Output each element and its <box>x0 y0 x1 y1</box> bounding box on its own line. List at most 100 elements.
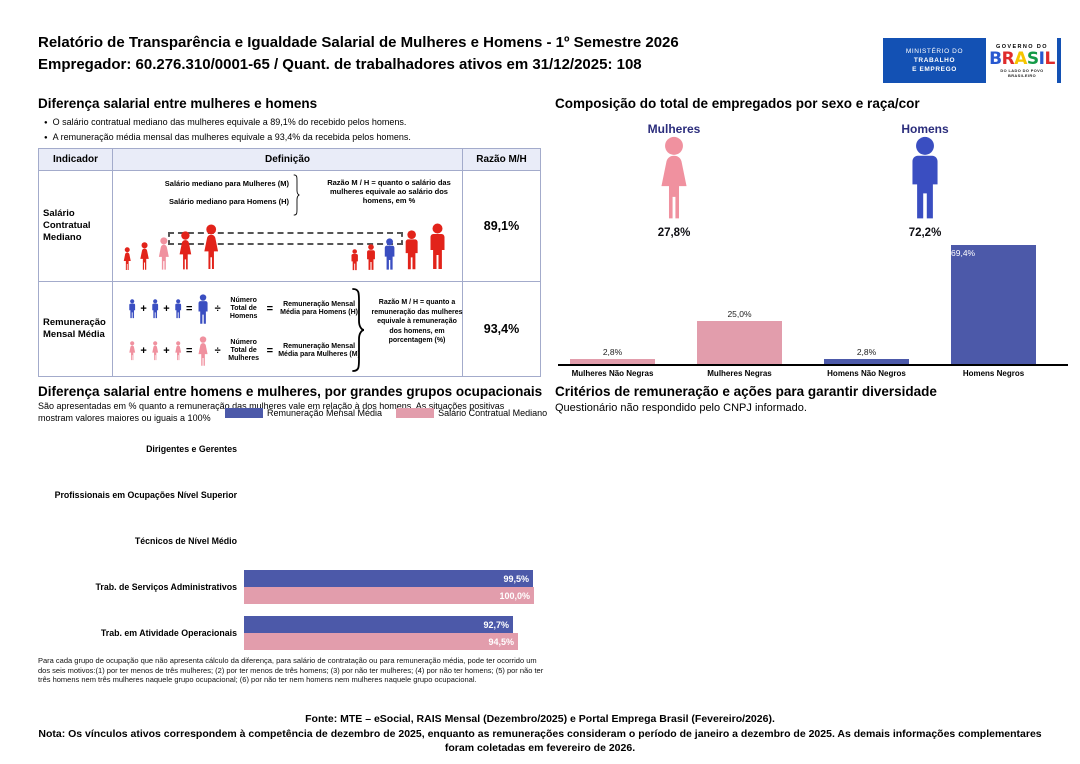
bar-slot: 25,0% <box>697 309 782 364</box>
operator: = <box>186 303 193 315</box>
bar: 92,7% <box>244 616 513 633</box>
legend-label-median: Salário Contratual Mediano <box>438 408 548 418</box>
bar-value-label: 94,5% <box>488 636 514 647</box>
woman-icon <box>155 237 173 271</box>
hchart-row: Trab. de Serviços Administrativos 99,5% 10… <box>38 564 540 610</box>
women-pictogram-label: Mulheres <box>647 122 701 136</box>
bar-slot: 2,8% <box>824 347 909 364</box>
bar-slot: 69,4% <box>951 245 1036 364</box>
category-label: Técnicos de Nível Médio <box>134 536 237 546</box>
employer-line: Empregador: 60.276.310/0001-65 / Quant. … <box>38 56 642 73</box>
brasil-letter: R <box>1001 48 1015 69</box>
operator: + <box>140 345 147 357</box>
table-row: Remuneração Mensal Média + + = ÷ Número Tota… <box>38 281 541 377</box>
man-icon <box>364 244 378 271</box>
bullet-median-salary: O salário contratual mediano das mulhere… <box>44 115 411 130</box>
median-ratio-note: Razão M / H = quanto o salário das mulhe… <box>327 178 451 205</box>
median-men-line: Salário mediano para Homens (H) <box>168 197 289 206</box>
criteria-title: Critérios de remuneração e ações para ga… <box>555 384 937 399</box>
report-title: Relatório de Transparência e Igualdade S… <box>38 34 679 51</box>
indicator-name: Remuneração Mensal Média <box>38 281 113 377</box>
category-label: Trab. de Serviços Administrativos <box>95 582 237 592</box>
gov-logo-top-text: GOVERNO DO <box>996 43 1048 50</box>
bullet-average-pay: A remuneração média mensal das mulheres … <box>44 130 411 145</box>
mte-logo-line2: TRABALHO <box>913 57 956 64</box>
bar-pair: 92,7% 94,5% <box>244 616 518 650</box>
mte-logo-line1: MINISTÉRIO DO <box>905 48 964 55</box>
woman-icon <box>137 242 152 271</box>
brace-icon <box>351 287 365 373</box>
men-formula-line: + + = ÷ Número Total de Homens = Remuneração M… <box>127 290 362 328</box>
bar: 94,5% <box>244 633 518 650</box>
definition-cell-median: Salário mediano para Mulheres (M) Salári… <box>112 170 463 282</box>
col-header-razao: Razão M/H <box>462 148 541 171</box>
bar: 100,0% <box>244 587 534 604</box>
woman-icon <box>173 341 183 361</box>
women-formula-line: + + = ÷ Número Total de Mulheres = Remuneração… <box>127 332 362 370</box>
women-percentage: 27,8% <box>657 227 691 239</box>
operator: + <box>163 345 170 357</box>
footer-fonte: Fonte: MTE – eSocial, RAIS Mensal (Dezem… <box>305 713 775 725</box>
category-label: Homens Negros <box>962 369 1025 378</box>
woman-icon <box>127 341 137 361</box>
operator: ÷ <box>214 303 221 315</box>
ratio-value-median: 89,1% <box>462 170 541 282</box>
man-icon <box>150 299 160 319</box>
brasil-letter: A <box>1014 48 1027 69</box>
hchart-row: Profissionais em Ocupações Nível Superio… <box>38 472 540 518</box>
brasil-letter: I <box>1038 48 1045 69</box>
footer-nota: Nota: Os vínculos ativos correspondem à … <box>38 727 1042 755</box>
brasil-wordmark: BRASIL <box>989 50 1055 68</box>
operator: + <box>163 303 170 315</box>
col-header-indicador: Indicador <box>38 148 113 171</box>
formula-result: Remuneração Mensal Média para Homens (H) <box>280 301 358 316</box>
occupational-footnote: Para cada grupo de ocupação que não apre… <box>38 656 544 685</box>
median-dashed-box <box>168 232 403 245</box>
occupational-title: Diferença salarial entre homens e mulher… <box>38 384 543 399</box>
median-definition-lines: Salário mediano para Mulheres (M) Salári… <box>131 180 289 206</box>
legend-item-median: Salário Contratual Mediano <box>396 408 547 418</box>
brasil-letter: L <box>1044 48 1055 69</box>
legend-item-average: Remuneração Mensal Média <box>225 408 382 418</box>
median-women-line: Salário mediano para Mulheres (M) <box>164 179 289 188</box>
operator: = <box>266 345 274 357</box>
category-label: Mulheres Não Negras <box>571 369 654 378</box>
criteria-text: Questionário não respondido pelo CNPJ in… <box>555 402 807 414</box>
bar <box>697 321 782 364</box>
category-label: Mulheres Negras <box>707 369 772 378</box>
bar-value-label: 99,5% <box>503 573 529 584</box>
woman-icon <box>121 247 134 271</box>
men-pictogram-block: Homens 72,2% <box>855 122 995 239</box>
table-row: Salário Contratual Mediano Salário media… <box>38 170 541 282</box>
average-ratio-note: Razão M / H = quanto a remuneração das m… <box>371 299 463 344</box>
women-pictogram-block: Mulheres 27,8% <box>604 122 744 239</box>
women-figures-group <box>121 224 223 271</box>
definition-cell-average: + + = ÷ Número Total de Homens = Remuneração M… <box>112 281 463 377</box>
category-label: Trab. em Atividade Operacionais <box>100 628 237 638</box>
mte-logo: MINISTÉRIO DO TRABALHO E EMPREGO <box>883 38 986 83</box>
woman-icon <box>150 341 160 361</box>
operator: = <box>266 303 274 315</box>
bar-pair: 99,5% 100,0% <box>244 570 534 604</box>
category-label: Profissionais em Ocupações Nível Superio… <box>54 490 237 500</box>
occupational-subtitle: São apresentadas em % quanto a remuneraç… <box>38 401 505 423</box>
woman-icon <box>199 224 223 271</box>
indicator-table: Indicador Definição Razão M/H Salário Co… <box>38 148 541 377</box>
man-icon <box>349 249 360 271</box>
bar-value-label: 69,4% <box>951 248 976 258</box>
table-header-row: Indicador Definição Razão M/H <box>38 148 541 171</box>
report-footer: Fonte: MTE – eSocial, RAIS Mensal (Dezem… <box>35 712 1045 756</box>
salary-gap-bullets: O salário contratual mediano das mulhere… <box>44 115 411 145</box>
legend-swatch-pink <box>396 408 435 418</box>
woman-icon <box>195 336 211 367</box>
bar <box>824 359 909 364</box>
man-icon <box>195 294 211 325</box>
bar-slot: 2,8% <box>570 347 655 364</box>
bar-value-label: 25,0% <box>727 309 752 319</box>
category-label: Dirigentes e Gerentes <box>146 444 237 454</box>
legend-swatch-blue <box>225 408 263 418</box>
composition-bar-chart: 2,8% 25,0% 2,8% 69,4% <box>558 245 1068 366</box>
brasil-letter: S <box>1026 48 1039 69</box>
hchart-row: Dirigentes e Gerentes <box>38 426 540 472</box>
